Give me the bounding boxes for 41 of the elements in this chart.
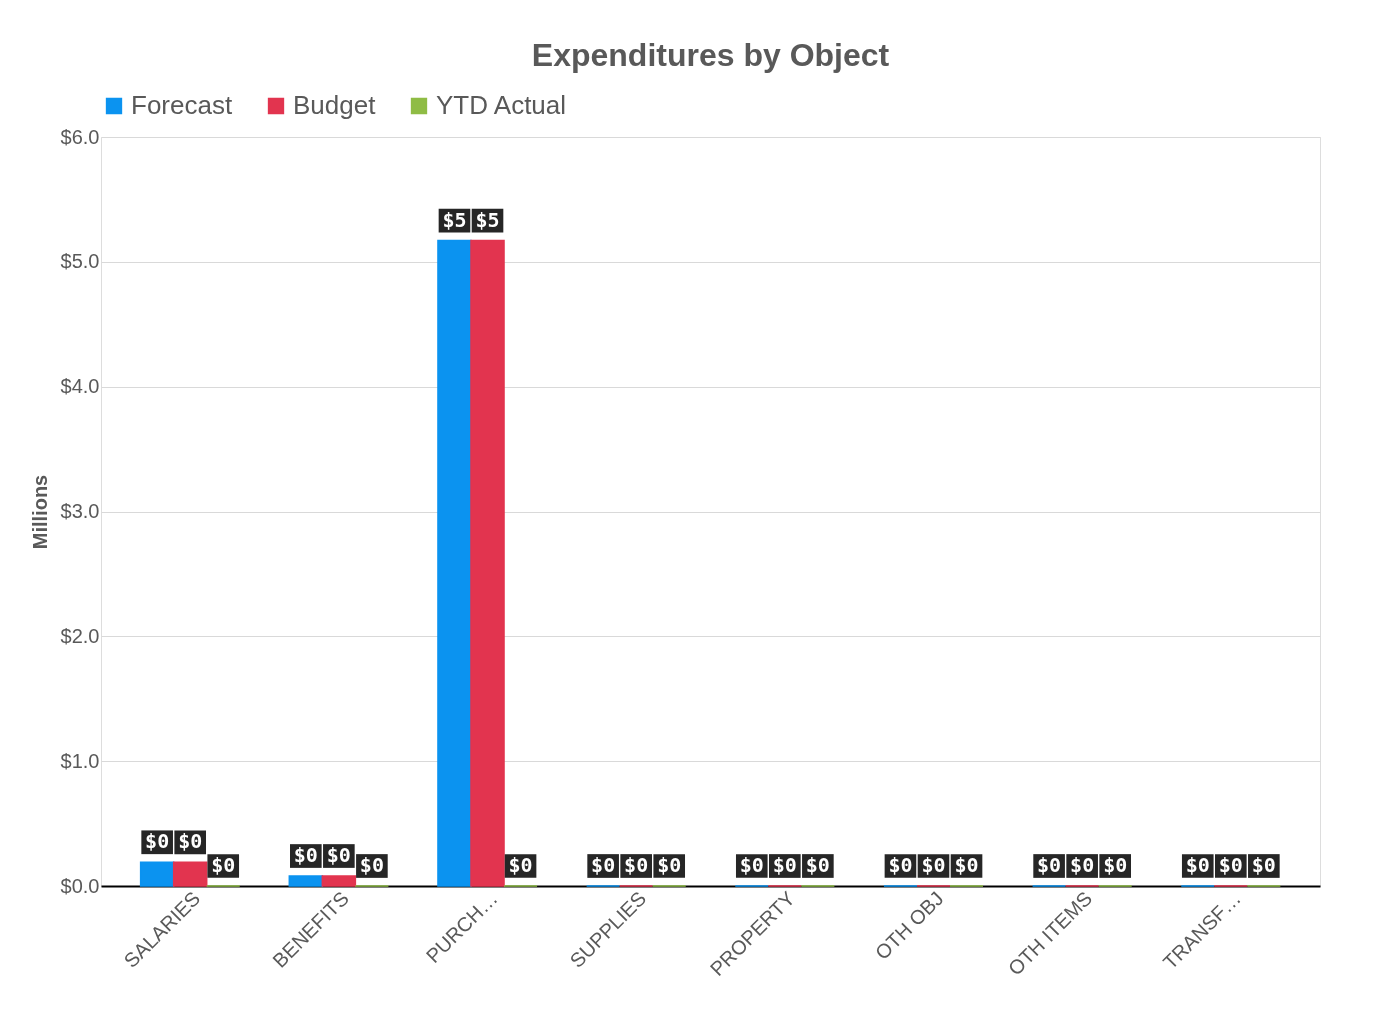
legend-label: Forecast: [131, 90, 233, 120]
bar: [321, 875, 357, 887]
y-tick-label: $1.0: [60, 749, 100, 772]
y-tick-label: $6.0: [60, 125, 100, 148]
data-label: $0: [624, 853, 649, 877]
y-tick-label: $0.0: [60, 874, 100, 897]
data-label: $0: [1070, 853, 1095, 877]
data-label: $0: [888, 853, 913, 877]
data-label: $0: [805, 853, 830, 877]
data-label: $0: [359, 853, 384, 877]
data-label: $0: [954, 853, 979, 877]
bar: [470, 239, 505, 887]
data-label: $0: [1103, 853, 1128, 877]
y-tick-label: $3.0: [60, 500, 100, 522]
data-label: $0: [1037, 853, 1062, 877]
data-label: $0: [921, 853, 946, 877]
bar: [139, 861, 175, 887]
data-label: $0: [772, 853, 797, 877]
data-label: $0: [1185, 853, 1210, 877]
bar: [288, 875, 324, 887]
data-label: $0: [178, 829, 203, 854]
data-label: $0: [1218, 853, 1243, 877]
data-label: $0: [293, 843, 318, 868]
y-tick-label: $4.0: [60, 375, 100, 398]
y-axis-title: Millions: [28, 474, 51, 550]
y-tick-label: $5.0: [60, 250, 100, 273]
bar: [437, 239, 472, 887]
data-label: $0: [211, 853, 236, 877]
data-label: $5: [475, 207, 500, 232]
data-label: $0: [1251, 853, 1276, 877]
data-label: $5: [442, 207, 467, 232]
data-label: $0: [508, 853, 533, 877]
y-tick-label: $2.0: [60, 624, 100, 647]
data-label: $0: [326, 843, 351, 868]
data-label: $0: [739, 853, 764, 877]
data-label: $0: [591, 853, 616, 877]
chart-title: Expenditures by Object: [531, 37, 890, 73]
data-label: $0: [145, 829, 170, 854]
data-label: $0: [657, 853, 682, 877]
legend-label: Budget: [293, 90, 377, 120]
legend-label: YTD Actual: [436, 90, 567, 120]
